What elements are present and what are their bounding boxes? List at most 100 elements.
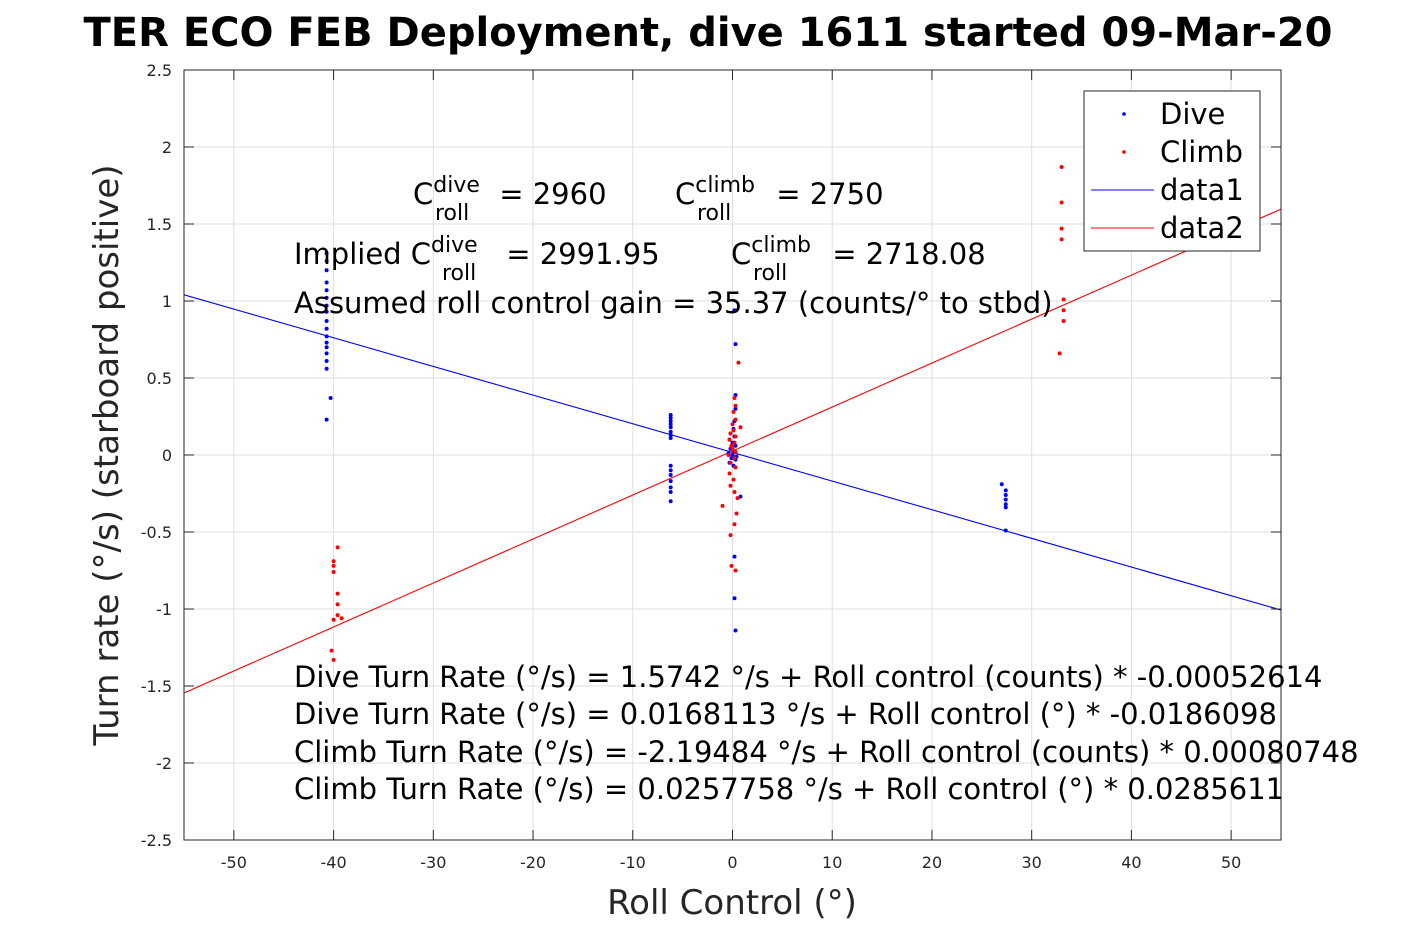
dive-point <box>328 396 333 401</box>
dive-point <box>324 345 329 350</box>
x-tick-label: -20 <box>520 853 546 872</box>
climb-point <box>728 460 733 465</box>
climb-point <box>729 563 734 568</box>
c-roll-climb-annotation: Cclimb roll = 2750 <box>675 173 884 226</box>
c-roll-climb-value: = 2750 <box>767 177 884 211</box>
y-tick-label: 2 <box>162 138 172 157</box>
climb-point <box>331 570 336 575</box>
dive-point <box>324 309 329 314</box>
data-points <box>324 165 1066 662</box>
climb-point <box>732 489 737 494</box>
climb-point <box>727 437 732 442</box>
climb-point <box>729 443 734 448</box>
climb-point <box>335 613 340 618</box>
x-tick-label: -50 <box>221 853 247 872</box>
dive-point <box>732 308 737 313</box>
y-tick-label: -1.5 <box>141 677 172 696</box>
dive-point <box>324 251 329 256</box>
dive-point <box>668 432 673 437</box>
y-tick-label: 0.5 <box>147 369 172 388</box>
dive-point <box>324 280 329 285</box>
c-roll-climb-sub: roll <box>697 201 731 226</box>
x-tick-label: 20 <box>922 853 942 872</box>
implied-dive-sup: dive <box>431 233 478 258</box>
implied-dive-sub: roll <box>442 261 476 286</box>
dive-point <box>732 596 737 601</box>
implied-climb-annotation: Cclimb roll = 2718.08 <box>731 233 986 286</box>
c-roll-dive-prefix: C <box>413 177 433 211</box>
dive-point <box>733 392 738 397</box>
implied-climb-value: = 2718.08 <box>823 237 986 271</box>
dive-point <box>324 303 329 308</box>
dive-point <box>324 334 329 339</box>
climb-point <box>727 471 732 476</box>
equation-line: Climb Turn Rate (°/s) = -2.19484 °/s + R… <box>294 735 1359 769</box>
legend-label-data1: data1 <box>1160 173 1244 207</box>
y-tick-label: 1.5 <box>147 215 172 234</box>
fit-line-data2 <box>184 208 1281 694</box>
dive-point <box>668 419 673 424</box>
dive-point <box>1003 493 1008 498</box>
dive-point <box>733 443 738 448</box>
climb-point <box>335 591 340 596</box>
dive-point <box>733 342 738 347</box>
dive-point <box>1003 528 1008 533</box>
climb-point <box>733 417 738 422</box>
dive-point <box>668 425 673 430</box>
y-tick-label: -1 <box>156 600 172 619</box>
x-axis-label: Roll Control (°) <box>607 883 857 923</box>
climb-point <box>734 511 739 516</box>
x-axis: -50 -40 -30 -20 -10 0 10 20 30 40 50 <box>221 70 1241 872</box>
dive-point <box>732 554 737 559</box>
equation-line: Dive Turn Rate (°/s) = 1.5742 °/s + Roll… <box>294 660 1322 694</box>
climb-point <box>731 428 736 433</box>
fit-line-data1 <box>184 294 1281 611</box>
climb-point <box>732 522 737 527</box>
c-roll-climb-prefix: C <box>675 177 695 211</box>
climb-point <box>733 465 738 470</box>
y-tick-label: -2 <box>156 754 172 773</box>
x-tick-label: 50 <box>1221 853 1241 872</box>
implied-climb-sup: climb <box>751 233 811 258</box>
x-tick-label: -40 <box>321 853 347 872</box>
dive-point <box>733 406 738 411</box>
dive-point <box>668 468 673 473</box>
dive-point <box>1003 497 1008 502</box>
dive-point <box>668 436 673 441</box>
dive-point <box>729 456 734 461</box>
climb-point <box>726 453 731 457</box>
dive-point <box>324 326 329 331</box>
dive-point <box>324 340 329 345</box>
legend-box <box>1083 90 1261 252</box>
x-tick-label: 40 <box>1121 853 1141 872</box>
climb-point <box>731 477 736 482</box>
implied-dive-value: = 2991.95 <box>497 237 660 271</box>
c-roll-dive-annotation: Cdive roll = 2960 <box>413 173 607 226</box>
dive-point <box>668 479 673 484</box>
climb-point <box>733 568 738 573</box>
dive-point <box>668 422 673 427</box>
equation-line: Dive Turn Rate (°/s) = 0.0168113 °/s + R… <box>294 697 1277 731</box>
climb-point <box>1061 319 1066 324</box>
dive-point <box>1003 505 1008 510</box>
dive-point <box>733 628 738 633</box>
y-axis-label: Turn rate (°/s) (starboard positive) <box>87 164 127 746</box>
dive-point <box>668 485 673 490</box>
dive-point <box>738 494 743 499</box>
dive-point <box>324 417 329 422</box>
climb-point <box>1061 308 1066 313</box>
x-tick-label: 10 <box>822 853 842 872</box>
climb-point <box>733 403 738 408</box>
legend-label-climb: Climb <box>1160 135 1243 169</box>
dive-point <box>324 351 329 356</box>
climb-point <box>1059 200 1064 205</box>
climb-point <box>1059 165 1064 170</box>
climb-point <box>1061 297 1066 302</box>
legend-label-dive: Dive <box>1160 97 1225 131</box>
climb-point <box>331 617 336 622</box>
dive-point <box>668 412 673 417</box>
implied-climb-prefix: C <box>731 237 751 271</box>
climb-point <box>331 657 336 662</box>
y-tick-label: 1 <box>162 292 172 311</box>
fit-lines <box>184 208 1281 694</box>
